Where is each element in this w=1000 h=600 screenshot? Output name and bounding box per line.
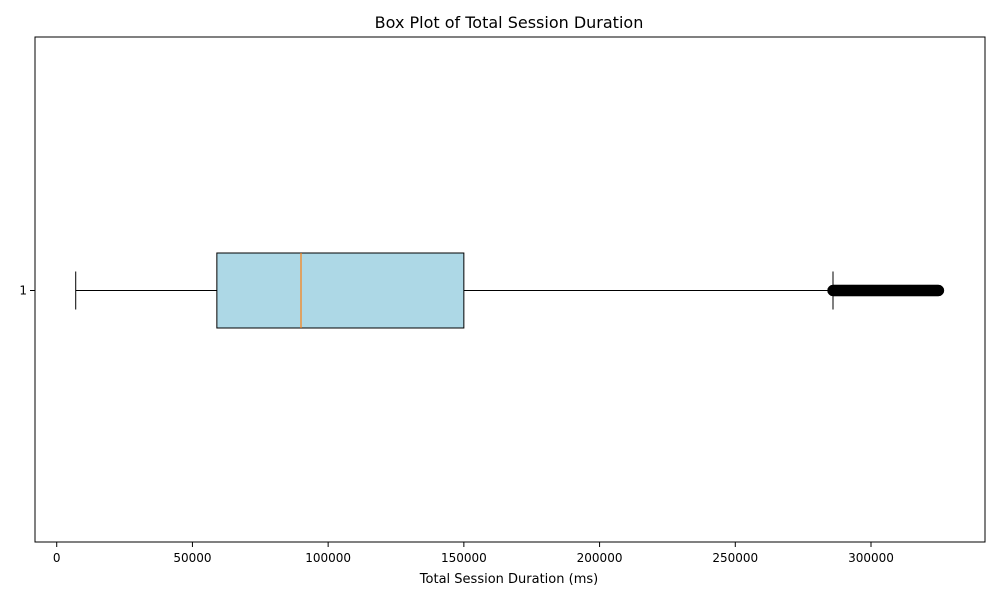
chart-title: Box Plot of Total Session Duration — [375, 13, 644, 32]
x-tick-label: 300000 — [848, 551, 894, 565]
box-series — [75, 252, 945, 329]
x-tick-label: 200000 — [577, 551, 623, 565]
x-axis-label: Total Session Duration (ms) — [419, 572, 598, 587]
x-tick-label: 150000 — [441, 551, 487, 565]
x-tick-label: 50000 — [173, 551, 211, 565]
iqr-box — [216, 252, 465, 329]
x-tick-label: 250000 — [712, 551, 758, 565]
plot-area-frame — [34, 36, 986, 543]
y-axis: 1 — [19, 284, 35, 298]
x-tick-label: 0 — [53, 551, 61, 565]
y-tick-label: 1 — [19, 284, 27, 298]
x-tick-label: 100000 — [305, 551, 351, 565]
x-axis: 0 50000 100000 150000 200000 250000 300000 — [53, 542, 894, 565]
outlier-point — [932, 284, 945, 297]
